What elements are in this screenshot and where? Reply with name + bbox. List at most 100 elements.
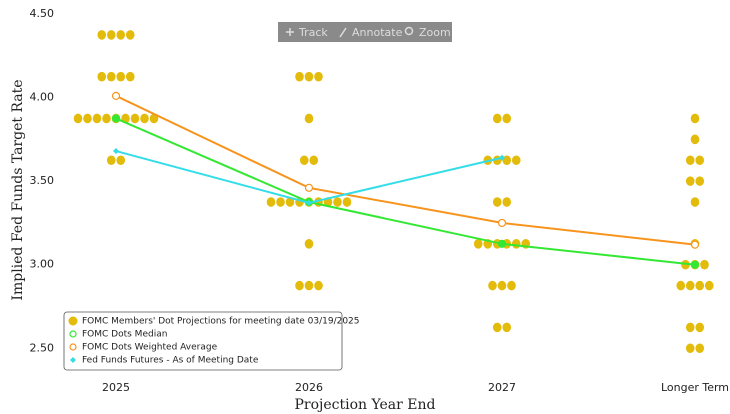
fomc-dot [304,113,314,124]
x-tick-label: 2027 [488,381,516,394]
fomc-dot [92,113,102,124]
fomc-dot [106,71,116,82]
fomc-dot [685,280,695,291]
y-tick-label: 3.50 [30,174,55,187]
fomc-dot [700,259,709,270]
legend-box [63,311,343,371]
fomc-dot [116,30,126,40]
fomc-dot [304,239,314,249]
fomc-dot [116,155,126,166]
zoom-icon [404,26,414,36]
fomc-dot [690,113,700,124]
fomc-dot [304,71,314,82]
toolbar: Track Annotate Zoom [278,22,452,42]
fomc-dot [492,197,502,207]
fomc-dot [685,155,695,166]
fomc-dot [304,280,314,291]
fomc-dot [97,71,107,82]
fomc-dot [507,280,516,291]
fomc-dot [140,113,149,124]
y-tick-label: 2.50 [30,341,55,354]
series-marker [113,148,119,155]
legend-marker [69,343,77,351]
series-line [115,150,503,204]
fomc-dot [285,197,295,207]
fomc-dot [685,176,695,186]
fomc-dot [106,155,116,166]
fomc-dot [314,71,323,82]
y-tick-label: 4.00 [30,91,55,104]
series-marker [690,240,700,249]
fomc-dot [511,239,521,249]
zoom-button[interactable]: Zoom [404,26,451,39]
fomc-dot [695,343,705,354]
fomc-dot [295,280,304,291]
fomc-dot [314,280,323,291]
fomc-dot [276,197,285,207]
fomc-dot [497,280,507,291]
fomc-dot [492,322,502,333]
annotate-button[interactable]: Annotate [339,26,403,39]
fomc-dot [106,30,116,40]
legend-label: Fed Funds Futures - As of Meeting Date [82,356,259,366]
series-marker [111,91,121,100]
fomc-dot [695,280,705,291]
fomc-dot [681,259,690,270]
fomc-dot [685,343,695,354]
y-axis-title: Implied Fed Funds Target Rate [10,79,26,300]
y-tick-label: 4.50 [30,7,55,20]
fomc-dot [695,322,705,333]
fomc-dot [502,197,512,207]
fomc-dot [502,113,512,124]
series-marker [497,239,507,248]
fomc-dot [342,197,352,207]
track-label: Track [298,26,328,39]
series-line [115,94,696,246]
legend-label: FOMC Dots Median [82,330,167,340]
legend: FOMC Members' Dot Projections for meetin… [63,311,360,371]
annotate-label: Annotate [352,26,403,39]
fomc-dot [690,134,700,145]
fomc-dot [333,197,342,207]
fomc-dot [695,176,705,186]
fomc-dot [266,197,276,207]
fomc-dot [83,113,92,124]
fomc-dot [309,155,319,166]
legend-label: FOMC Dots Weighted Average [82,343,218,353]
fomc-dot [73,113,83,124]
zoom-label: Zoom [419,26,451,39]
fomc-dot [97,30,107,40]
legend-marker [70,357,76,363]
series-marker [304,183,314,192]
series-marker [306,199,312,206]
fomc-dot [125,71,135,82]
series-line [115,117,696,266]
y-tick-label: 3.00 [30,258,55,271]
fomc-dot [299,155,309,166]
fomc-dot [130,113,140,124]
fomc-dot [695,155,705,166]
fomc-dot [511,155,521,166]
x-tick-label: 2026 [295,381,323,394]
x-tick-label: 2025 [102,381,130,394]
legend-marker [68,316,78,326]
series-marker [111,114,121,123]
legend-label: FOMC Members' Dot Projections for meetin… [82,317,360,327]
track-icon [286,28,294,36]
annotate-icon [339,27,347,38]
fomc-dot [690,197,700,207]
fomc-dot [676,280,686,291]
fomc-dot [704,280,714,291]
series-marker [690,260,700,269]
fomc-dot [116,71,126,82]
fomc-dot [473,239,483,249]
fomc-dot [492,113,502,124]
x-axis-title: Projection Year End [294,397,435,413]
legend-marker [69,330,77,338]
track-button[interactable]: Track [286,26,328,39]
fomc-dot [502,322,512,333]
fomc-dot [102,113,111,124]
fomc-dot [488,280,497,291]
fomc-dot [125,30,135,40]
